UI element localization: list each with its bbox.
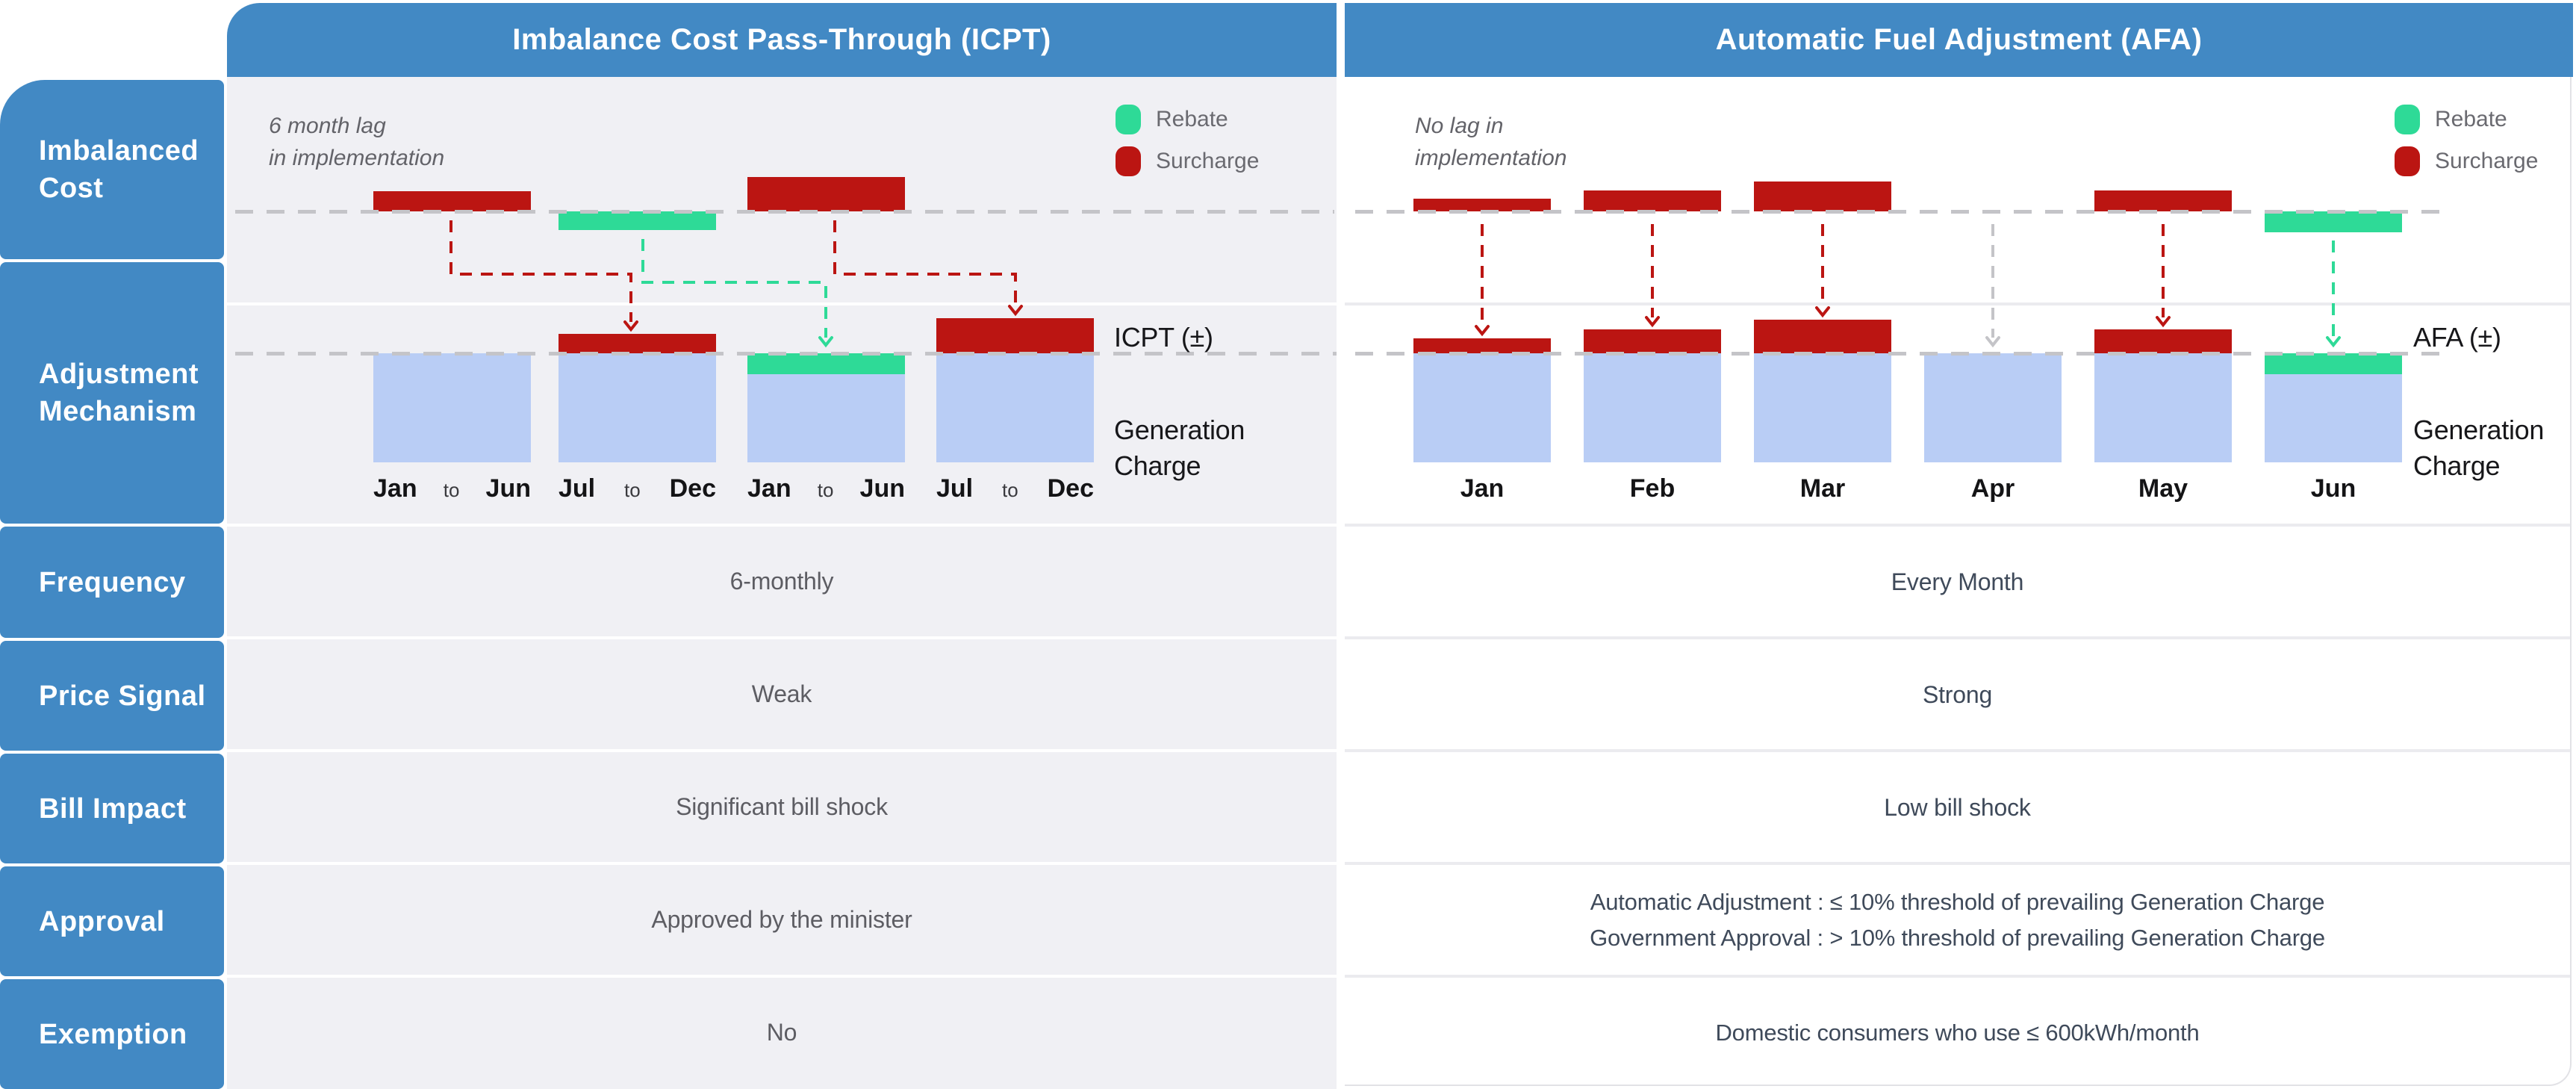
afa-approval-value: Automatic Adjustment : ≤ 10% threshold o…	[1590, 888, 2325, 951]
afa-bottom-baseline	[1355, 352, 2449, 356]
icpt-divider	[227, 749, 1337, 752]
icpt-generation-bar-4	[936, 353, 1094, 462]
sidebar-label: Exemption	[39, 1018, 187, 1050]
afa-divider	[1345, 975, 2570, 978]
afa-generation-bar-may	[2094, 353, 2232, 462]
icpt-imbalance-bar-rebate-2	[559, 211, 716, 230]
afa-fuel-bar-surcharge-feb	[1584, 190, 1721, 211]
afa-divider	[1345, 749, 2570, 752]
afa-generation-bar-feb	[1584, 353, 1721, 462]
afa-bill-impact-value: Low bill shock	[1884, 793, 2031, 821]
afa-rebate-legend: Rebate	[2435, 107, 2507, 131]
afa-month-label-jan: Jan	[1460, 474, 1505, 503]
icpt-generation-charge-label: Generation Charge	[1114, 415, 1245, 481]
icpt-title: Imbalance Cost Pass-Through (ICPT)	[512, 23, 1051, 56]
afa-surcharge-swatch-icon	[2395, 146, 2420, 176]
sidebar-row-imbalanced-cost: Imbalanced Cost	[0, 80, 224, 259]
icpt-bottom-baseline	[235, 352, 1337, 356]
afa-header: Automatic Fuel Adjustment (AFA)	[1345, 3, 2573, 77]
sidebar-row-bill-impact: Bill Impact	[0, 754, 224, 863]
afa-panel-body	[1345, 77, 2572, 1086]
icpt-frequency-value: 6-monthly	[729, 568, 834, 595]
afa-generation-bar-mar	[1754, 353, 1891, 462]
icpt-adjustment-cap-rebate-3	[747, 353, 905, 374]
afa-frequency-value: Every Month	[1891, 568, 2024, 595]
icpt-generation-bar-1	[373, 353, 531, 462]
icpt-generation-bar-3	[747, 374, 905, 462]
afa-rebate-swatch-icon	[2395, 105, 2420, 134]
icpt-divider	[227, 862, 1337, 865]
afa-generation-bar-apr	[1924, 353, 2062, 462]
icpt-price-signal-value: Weak	[751, 680, 812, 707]
afa-divider	[1345, 862, 2570, 865]
sidebar-label: Approval	[39, 905, 165, 937]
afa-month-label-mar: Mar	[1799, 474, 1846, 503]
afa-generation-bar-jun	[2265, 374, 2402, 462]
icpt-period-label-4: Jul to Dec	[936, 474, 1094, 503]
icpt-adjustment-cap-surcharge-4	[936, 318, 1094, 353]
afa-divider	[1345, 636, 2570, 639]
afa-month-label-apr: Apr	[1970, 474, 2015, 503]
afa-fuel-bar-surcharge-jan	[1413, 199, 1551, 211]
icpt-lag-annotation: 6 month lag in implementation	[269, 114, 445, 170]
afa-adjustment-cap-surcharge-feb	[1584, 329, 1721, 353]
icpt-divider	[227, 524, 1337, 527]
afa-exemption-value: Domestic consumers who use ≤ 600kWh/mont…	[1715, 1019, 2200, 1046]
afa-adjustment-cap-surcharge-mar	[1754, 320, 1891, 353]
icpt-approval-value: Approved by the minister	[651, 906, 912, 933]
afa-fuel-bar-rebate-jun	[2265, 211, 2402, 232]
afa-lag-annotation: No lag in implementation	[1415, 114, 1567, 170]
icpt-header: Imbalance Cost Pass-Through (ICPT)	[227, 3, 1337, 77]
icpt-adjustment-cap-surcharge-2	[559, 334, 716, 353]
icpt-generation-bar-2	[559, 353, 716, 462]
icpt-surcharge-swatch-icon	[1116, 146, 1141, 176]
icpt-period-label-3: Jan to Jun	[747, 474, 905, 503]
icpt-top-baseline	[235, 210, 1334, 214]
sidebar-row-price-signal: Price Signal	[0, 641, 224, 751]
sidebar-label: Price Signal	[39, 680, 206, 712]
icpt-period-label-1: Jan to Jun	[373, 474, 531, 503]
afa-adjustment-cap-surcharge-may	[2094, 329, 2232, 353]
sidebar-label: Adjustment Mechanism	[39, 359, 199, 427]
icpt-surcharge-legend: Surcharge	[1156, 149, 1260, 173]
sidebar-label: Imbalanced Cost	[39, 135, 199, 204]
afa-divider	[1345, 524, 2570, 527]
icpt-rebate-swatch-icon	[1116, 105, 1141, 134]
icpt-divider	[227, 975, 1337, 978]
icpt-bill-impact-value: Significant bill shock	[676, 793, 888, 820]
icpt-imbalance-bar-surcharge-1	[373, 191, 531, 211]
icpt-exemption-value: No	[766, 1019, 797, 1046]
sidebar-row-approval: Approval	[0, 866, 224, 976]
sidebar-label: Bill Impact	[39, 792, 187, 825]
icpt-divider	[227, 636, 1337, 639]
afa-month-label-jun: Jun	[2310, 474, 2356, 503]
afa-adjustment-cap-surcharge-jan	[1413, 338, 1551, 353]
sidebar-label: Frequency	[39, 566, 186, 598]
afa-adjustment-cap-rebate-jun	[2265, 353, 2402, 374]
afa-month-label-may: May	[2138, 474, 2188, 503]
afa-fuel-bar-surcharge-may	[2094, 190, 2232, 211]
icpt-period-label-2: Jul to Dec	[559, 474, 716, 503]
icpt-imbalance-bar-surcharge-3	[747, 177, 905, 211]
afa-surcharge-legend: Surcharge	[2435, 149, 2539, 173]
afa-fuel-bar-surcharge-mar	[1754, 182, 1891, 211]
sidebar-row-exemption: Exemption	[0, 979, 224, 1089]
afa-price-signal-value: Strong	[1922, 680, 1993, 708]
icpt-adjustment-label: ICPT (±)	[1114, 322, 1213, 353]
sidebar-row-frequency: Frequency	[0, 527, 224, 638]
afa-title: Automatic Fuel Adjustment (AFA)	[1715, 23, 2203, 56]
icpt-rebate-legend: Rebate	[1156, 107, 1228, 131]
afa-divider	[1345, 302, 2570, 305]
afa-generation-charge-label: Generation Charge	[2413, 415, 2545, 481]
afa-month-label-feb: Feb	[1629, 474, 1676, 503]
afa-adjustment-label: AFA (±)	[2413, 322, 2501, 353]
icpt-divider	[227, 302, 1337, 305]
sidebar-row-adjustment-mechanism: Adjustment Mechanism	[0, 262, 224, 524]
afa-generation-bar-jan	[1413, 353, 1551, 462]
afa-top-baseline	[1355, 210, 2449, 214]
